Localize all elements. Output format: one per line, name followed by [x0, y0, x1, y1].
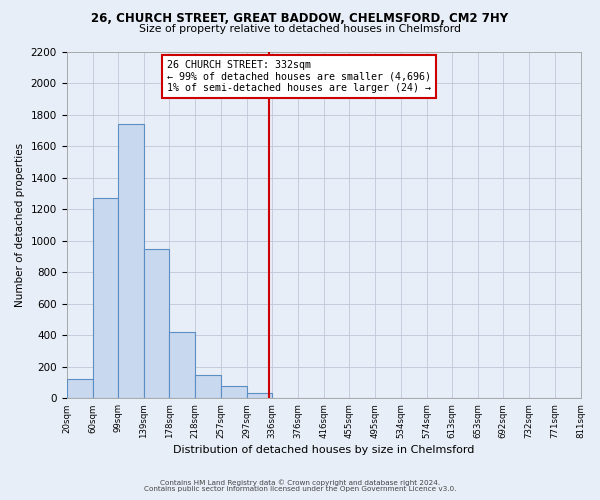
Text: Size of property relative to detached houses in Chelmsford: Size of property relative to detached ho…: [139, 24, 461, 34]
Bar: [221, 386, 247, 398]
Text: Contains HM Land Registry data © Crown copyright and database right 2024.
Contai: Contains HM Land Registry data © Crown c…: [144, 479, 456, 492]
Bar: [92, 198, 118, 398]
Y-axis label: Number of detached properties: Number of detached properties: [15, 143, 25, 307]
X-axis label: Distribution of detached houses by size in Chelmsford: Distribution of detached houses by size …: [173, 445, 474, 455]
Bar: [169, 332, 195, 398]
Bar: [118, 124, 144, 398]
Bar: [67, 380, 92, 398]
Text: 26, CHURCH STREET, GREAT BADDOW, CHELMSFORD, CM2 7HY: 26, CHURCH STREET, GREAT BADDOW, CHELMSF…: [91, 12, 509, 26]
Text: 26 CHURCH STREET: 332sqm
← 99% of detached houses are smaller (4,696)
1% of semi: 26 CHURCH STREET: 332sqm ← 99% of detach…: [167, 60, 431, 94]
Bar: [144, 248, 169, 398]
Bar: [247, 393, 272, 398]
Bar: [195, 374, 221, 398]
